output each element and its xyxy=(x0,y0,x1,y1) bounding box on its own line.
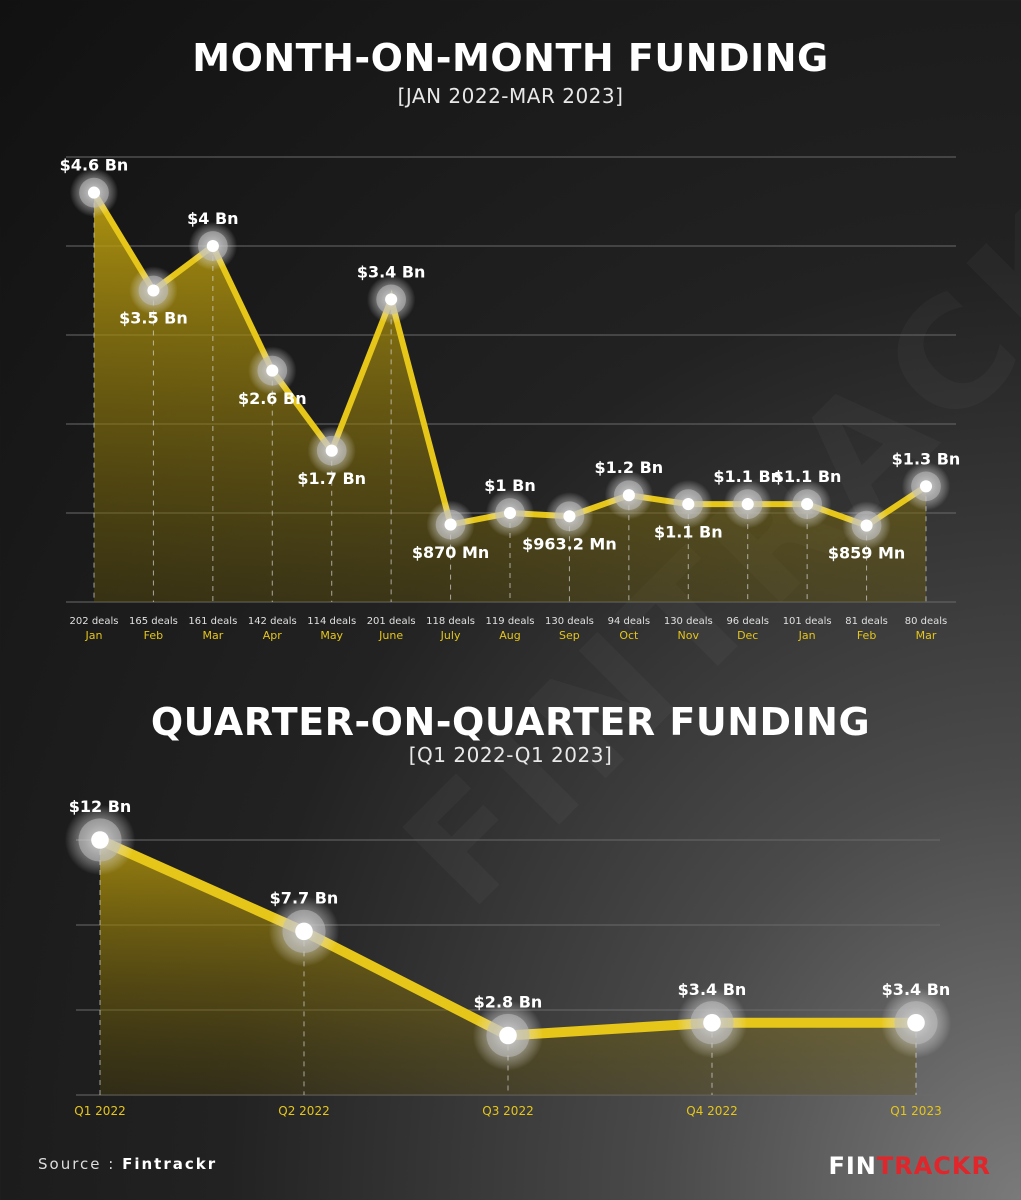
c1-month-label: Sep xyxy=(559,629,580,642)
c1-month-label: July xyxy=(440,629,461,642)
c2-marker-point xyxy=(907,1013,925,1032)
c2-quarter-label: Q4 2022 xyxy=(686,1104,737,1118)
c1-data-label: $859 Mn xyxy=(828,544,905,563)
c1-marker-point xyxy=(325,444,338,457)
c1-marker-point xyxy=(741,498,754,511)
c1-marker-point xyxy=(266,364,279,377)
c1-data-label: $1 Bn xyxy=(484,476,535,495)
c1-data-label: $4.6 Bn xyxy=(60,156,129,175)
quarterly-funding-chart: $12 Bn $7.7 Bn $2.8 Bn $3.4 Bn $3.4 Bn Q1 202… xyxy=(64,797,952,1118)
c2-marker-point xyxy=(499,1026,517,1045)
c1-data-label: $3.4 Bn xyxy=(357,262,426,281)
chart1-title: MONTH-ON-MONTH FUNDING xyxy=(192,36,829,80)
monthly-funding-chart: $4.6 Bn $3.5 Bn $4 Bn $2.6 Bn $1.7 Bn $3.4 Bn… xyxy=(60,156,961,642)
c1-deals-label: 81 deals xyxy=(845,616,888,627)
c1-marker-point xyxy=(206,239,219,253)
source-name: Fintrackr xyxy=(122,1155,218,1173)
c1-deals-label: 80 deals xyxy=(905,616,948,627)
c1-deals-label: 142 deals xyxy=(248,616,297,627)
c1-data-label: $1.7 Bn xyxy=(297,469,366,488)
c1-data-label: $2.6 Bn xyxy=(238,389,307,408)
c2-data-label: $3.4 Bn xyxy=(678,980,747,999)
c1-marker-point xyxy=(444,518,457,531)
c1-data-label: $1.2 Bn xyxy=(595,458,664,477)
c1-month-label: Apr xyxy=(263,629,283,642)
c1-deals-label: 202 deals xyxy=(70,616,119,627)
c2-marker-point xyxy=(91,831,109,849)
c1-marker-point xyxy=(682,498,695,511)
c1-marker-point xyxy=(385,293,398,306)
c1-deals-label: 101 deals xyxy=(783,616,832,627)
c1-data-label: $963.2 Mn xyxy=(522,534,617,553)
c1-marker-point xyxy=(919,480,933,493)
c1-deals-label: 165 deals xyxy=(129,616,178,627)
c2-quarter-label: Q2 2022 xyxy=(278,1104,329,1118)
c1-month-label: Jan xyxy=(85,629,103,642)
c1-deals-label: 201 deals xyxy=(367,616,416,627)
c2-data-label: $2.8 Bn xyxy=(474,993,543,1012)
c2-quarter-label: Q1 2023 xyxy=(890,1104,941,1118)
c1-data-label: $4 Bn xyxy=(187,209,238,228)
brand-logo: FINTRACKR xyxy=(828,1152,991,1180)
c1-month-label: June xyxy=(378,629,403,642)
c1-marker-point xyxy=(147,284,160,297)
c1-data-label: $1.1 Bn xyxy=(773,467,842,486)
c1-marker-point xyxy=(503,506,517,520)
c1-deals-label: 118 deals xyxy=(426,616,475,627)
c1-data-label: $1.1 Bn xyxy=(654,522,723,541)
c1-month-label: Aug xyxy=(499,629,520,642)
c1-month-label: Feb xyxy=(857,629,876,642)
source-note: Source : Fintrackr xyxy=(38,1155,217,1173)
c1-deals-label: 114 deals xyxy=(307,616,356,627)
c1-month-label: Nov xyxy=(678,629,700,642)
chart2-subtitle: [Q1 2022-Q1 2023] xyxy=(408,743,613,767)
c2-data-label: $12 Bn xyxy=(69,797,132,816)
c1-data-label: $870 Mn xyxy=(412,543,489,562)
c1-data-label: $1.1 Bn xyxy=(713,467,782,486)
c1-deals-label: 161 deals xyxy=(188,616,237,627)
c1-deals-label: 130 deals xyxy=(664,616,713,627)
c1-month-label: Mar xyxy=(916,629,937,642)
chart1-subtitle: [JAN 2022-MAR 2023] xyxy=(397,84,624,108)
c1-data-label: $1.3 Bn xyxy=(892,449,961,468)
c2-marker-point xyxy=(295,922,313,941)
c1-month-label: Feb xyxy=(144,629,163,642)
c2-data-label: $7.7 Bn xyxy=(270,888,339,907)
c1-deals-label: 94 deals xyxy=(608,616,651,627)
c2-data-label: $3.4 Bn xyxy=(882,980,951,999)
c1-marker-point xyxy=(622,489,635,502)
c2-marker-point xyxy=(703,1013,721,1032)
brand-part1: FIN xyxy=(828,1152,877,1180)
c1-month-label: May xyxy=(320,629,343,642)
c2-quarter-label: Q1 2022 xyxy=(74,1104,125,1118)
c1-marker-point xyxy=(563,510,576,523)
c1-month-label: Mar xyxy=(202,629,223,642)
c1-area xyxy=(94,192,926,602)
c1-marker-point xyxy=(87,186,101,199)
c1-data-label: $3.5 Bn xyxy=(119,309,188,328)
brand-part2: TRACKR xyxy=(876,1152,991,1180)
chart2-title: QUARTER-ON-QUARTER FUNDING xyxy=(150,700,871,744)
c1-month-label: Oct xyxy=(619,629,639,642)
c1-marker-point xyxy=(860,519,873,532)
c1-deals-label: 96 deals xyxy=(726,616,769,627)
c1-month-label: Jan xyxy=(798,629,816,642)
c1-marker-point xyxy=(801,498,814,511)
c1-deals-label: 119 deals xyxy=(486,616,535,627)
c2-quarter-label: Q3 2022 xyxy=(482,1104,533,1118)
source-prefix: Source : xyxy=(38,1155,123,1173)
c1-deals-label: 130 deals xyxy=(545,616,594,627)
c1-month-label: Dec xyxy=(737,629,758,642)
